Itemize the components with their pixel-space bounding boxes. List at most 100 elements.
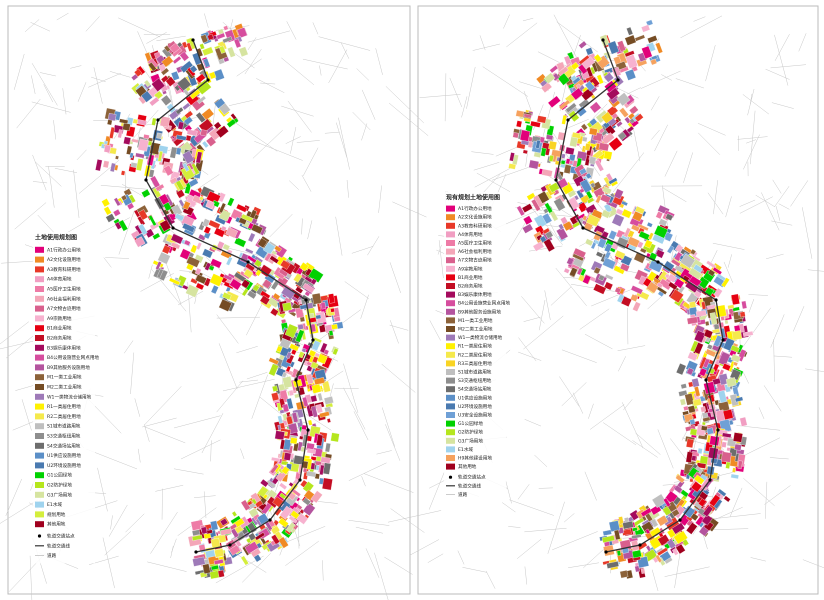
road: [177, 290, 204, 306]
parcel: [603, 203, 613, 213]
parcel: [686, 316, 698, 325]
legend-swatch: [35, 472, 44, 479]
parcel: [118, 219, 129, 232]
parcel: [155, 261, 162, 271]
parcel: [159, 219, 172, 232]
parcel: [656, 282, 663, 289]
parcel: [269, 255, 280, 264]
road: [281, 57, 315, 85]
legend-label: A2文化设施用地: [47, 256, 81, 263]
road: [635, 432, 661, 455]
parcel: [616, 550, 622, 557]
parcel: [739, 311, 746, 318]
legend-label: G3广场用地: [458, 437, 483, 444]
metro-station: [194, 550, 198, 554]
road: [739, 196, 773, 214]
road: [346, 179, 349, 198]
road: [559, 376, 580, 407]
road: [540, 205, 560, 241]
parcel: [147, 62, 157, 72]
parcel: [675, 363, 687, 376]
road: [618, 356, 626, 372]
parcel: [706, 465, 715, 475]
parcel: [282, 302, 293, 312]
parcel: [626, 26, 634, 36]
legend-swatch: [35, 433, 44, 439]
parcel: [302, 497, 312, 506]
road: [73, 169, 80, 218]
legend-swatch: [35, 374, 44, 381]
legend-swatch: [446, 403, 455, 410]
parcel: [655, 211, 664, 220]
parcel: [302, 502, 316, 517]
legend-label: B9其他服务设施用地: [47, 364, 90, 371]
parcel: [201, 248, 214, 259]
parcel: [543, 72, 556, 84]
legend-label: W1一类物流仓储用地: [47, 393, 92, 400]
legend-label: M2二类工业用地: [47, 384, 82, 391]
legend-label: A4体育用地: [458, 231, 483, 238]
road: [374, 552, 389, 600]
road: [336, 122, 348, 158]
road: [746, 139, 757, 144]
road: [31, 101, 71, 113]
parcel: [135, 152, 145, 159]
parcel: [512, 132, 519, 139]
road: [802, 559, 824, 569]
parcel: [651, 493, 667, 509]
road: [389, 262, 401, 294]
parcel: [218, 45, 226, 54]
road: [503, 14, 510, 29]
parcel: [274, 430, 285, 441]
road: [506, 22, 538, 48]
parcel: [690, 340, 699, 353]
parcel: [570, 87, 584, 101]
parcel: [319, 342, 328, 354]
parcel: [704, 321, 710, 326]
parcel: [195, 274, 207, 285]
parcel: [258, 264, 273, 278]
parcel: [731, 330, 743, 341]
parcel: [112, 208, 121, 217]
parcel: [252, 284, 260, 292]
parcel: [634, 565, 641, 573]
parcel: [262, 241, 276, 255]
parcel: [730, 293, 740, 306]
road: [343, 387, 366, 430]
parcel: [299, 435, 304, 440]
parcel: [515, 120, 523, 128]
parcel: [646, 270, 658, 282]
parcel: [537, 190, 550, 204]
parcel: [279, 505, 293, 520]
road: [246, 372, 268, 380]
metro-station: [616, 78, 620, 82]
road: [388, 102, 429, 136]
parcel: [666, 538, 677, 550]
legend-label: 规划用地: [47, 511, 66, 518]
parcel: [650, 58, 658, 66]
parcel: [530, 198, 541, 212]
metro-station: [246, 260, 250, 264]
parcel: [213, 121, 222, 130]
parcel: [578, 40, 588, 49]
parcel: [599, 34, 610, 47]
legend-swatch: [446, 231, 455, 238]
parcel: [222, 243, 231, 251]
road: [291, 339, 339, 362]
road: [76, 149, 87, 161]
legend-station-symbol: [448, 475, 453, 479]
parcel: [205, 199, 215, 210]
parcel: [601, 535, 615, 543]
parcel: [674, 244, 684, 253]
parcel: [721, 432, 732, 438]
legend-label: A3教育科研用地: [47, 266, 81, 273]
parcel: [161, 55, 174, 68]
parcel: [732, 361, 739, 367]
road: [538, 299, 546, 331]
road: [669, 235, 677, 266]
metro-station: [206, 78, 210, 82]
road: [105, 257, 129, 259]
parcel: [509, 152, 515, 162]
legend-label: A7文物古迹用地: [458, 257, 492, 264]
parcel: [739, 416, 748, 427]
